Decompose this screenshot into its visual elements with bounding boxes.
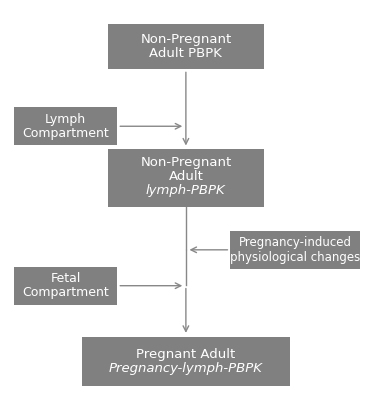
Text: Adult PBPK: Adult PBPK <box>149 47 222 60</box>
Text: Non-Pregnant: Non-Pregnant <box>140 33 231 46</box>
FancyBboxPatch shape <box>230 231 360 269</box>
Text: Lymph: Lymph <box>45 112 86 126</box>
Text: Non-Pregnant: Non-Pregnant <box>140 156 231 170</box>
FancyBboxPatch shape <box>14 107 117 145</box>
Text: Compartment: Compartment <box>22 127 109 140</box>
Text: Pregnant Adult: Pregnant Adult <box>136 348 236 361</box>
Text: Fetal: Fetal <box>50 272 81 285</box>
Text: physiological changes: physiological changes <box>230 250 360 264</box>
FancyBboxPatch shape <box>108 149 264 207</box>
Text: Pregnancy-induced: Pregnancy-induced <box>239 236 352 249</box>
Text: Compartment: Compartment <box>22 286 109 299</box>
Text: Pregnancy-lymph-PBPK: Pregnancy-lymph-PBPK <box>109 362 263 375</box>
FancyBboxPatch shape <box>14 267 117 305</box>
FancyBboxPatch shape <box>108 24 264 70</box>
FancyBboxPatch shape <box>82 336 290 386</box>
Text: Adult: Adult <box>169 170 203 182</box>
Text: lymph-PBPK: lymph-PBPK <box>146 184 226 197</box>
